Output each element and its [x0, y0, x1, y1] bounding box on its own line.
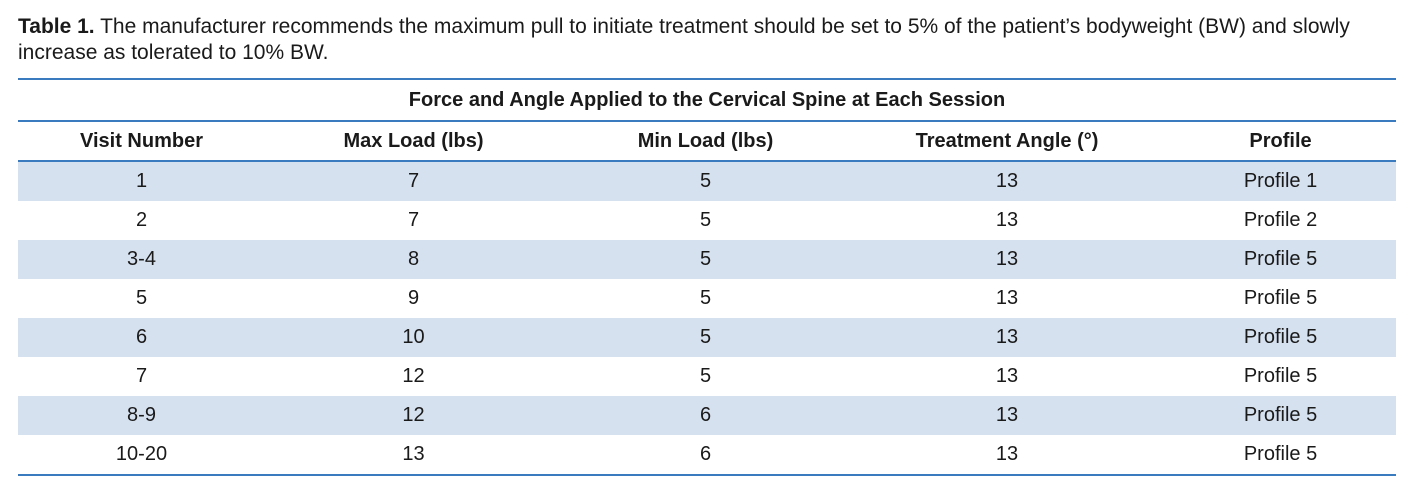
column-header-profile: Profile — [1165, 121, 1397, 162]
column-header-max-load: Max Load (lbs) — [265, 121, 562, 162]
cell-max-load: 13 — [265, 435, 562, 476]
cell-min-load: 5 — [699, 287, 712, 309]
data-table-container: Force and Angle Applied to the Cervical … — [18, 78, 1397, 476]
cell-max-load: 7 — [407, 209, 420, 231]
table-row: 3-4 8 5 13 Profile 5 — [18, 240, 1397, 279]
cell-min-load: 6 — [562, 435, 849, 476]
cell-treatment-angle: 13 — [995, 365, 1019, 387]
table-row: 1 7 5 13 Profile 1 — [18, 161, 1397, 201]
cell-treatment-angle: 13 — [849, 240, 1165, 279]
cell-treatment-angle: 13 — [849, 435, 1165, 476]
cell-profile: Profile 5 — [1165, 240, 1397, 279]
cell-profile: Profile 5 — [1165, 435, 1397, 476]
cell-max-load: 8 — [265, 240, 562, 279]
cell-min-load: 5 — [562, 161, 849, 201]
table-title: Force and Angle Applied to the Cervical … — [18, 78, 1397, 122]
table-row: 5 9 5 13 Profile 5 — [18, 279, 1396, 318]
cell-treatment-angle: 13 — [849, 161, 1165, 201]
cell-min-load: 5 — [699, 209, 712, 231]
column-header-visit-number: Visit Number — [18, 121, 265, 162]
cell-max-load: 9 — [407, 287, 420, 309]
cell-treatment-angle: 13 — [995, 287, 1019, 309]
table-row: 8-9 12 6 13 Profile 5 — [18, 396, 1397, 435]
cell-min-load: 5 — [699, 365, 712, 387]
table-row: 2 7 5 13 Profile 2 — [18, 201, 1396, 240]
data-table: Force and Angle Applied to the Cervical … — [18, 78, 1397, 476]
cell-min-load: 5 — [562, 240, 849, 279]
cell-treatment-angle: 13 — [849, 396, 1165, 435]
cell-visit-number: 3-4 — [18, 240, 265, 279]
cell-max-load: 12 — [265, 396, 562, 435]
cell-max-load: 7 — [265, 161, 562, 201]
cell-profile: Profile 5 — [1243, 365, 1318, 387]
cell-visit-number: 6 — [18, 318, 265, 357]
column-header-treatment-angle: Treatment Angle (°) — [849, 121, 1165, 162]
caption-text: The manufacturer recommends the maximum … — [18, 15, 1350, 64]
cell-visit-number: 10-20 — [18, 435, 265, 476]
cell-min-load: 6 — [562, 396, 849, 435]
column-header-min-load: Min Load (lbs) — [562, 121, 849, 162]
cell-visit-number: 1 — [18, 161, 265, 201]
cell-min-load: 5 — [562, 318, 849, 357]
cell-treatment-angle: 13 — [849, 318, 1165, 357]
table-row: 10-20 13 6 13 Profile 5 — [18, 435, 1397, 476]
table-row: 7 12 5 13 Profile 5 — [18, 357, 1396, 396]
cell-treatment-angle: 13 — [995, 209, 1019, 231]
cell-visit-number: 2 — [135, 209, 148, 231]
table-header-row: Visit Number Max Load (lbs) Min Load (lb… — [18, 121, 1397, 162]
table-row: 6 10 5 13 Profile 5 — [18, 318, 1397, 357]
cell-profile: Profile 5 — [1243, 287, 1318, 309]
table-title-row: Force and Angle Applied to the Cervical … — [18, 78, 1397, 122]
cell-visit-number: 8-9 — [18, 396, 265, 435]
cell-profile: Profile 5 — [1165, 318, 1397, 357]
table-caption: Table 1. The manufacturer recommends the… — [18, 14, 1398, 66]
cell-visit-number: 7 — [135, 365, 148, 387]
cell-visit-number: 5 — [135, 287, 148, 309]
cell-profile: Profile 1 — [1165, 161, 1397, 201]
cell-max-load: 12 — [402, 365, 425, 387]
cell-max-load: 10 — [265, 318, 562, 357]
cell-profile: Profile 5 — [1165, 396, 1397, 435]
caption-label: Table 1. — [18, 15, 95, 38]
cell-profile: Profile 2 — [1243, 209, 1318, 231]
